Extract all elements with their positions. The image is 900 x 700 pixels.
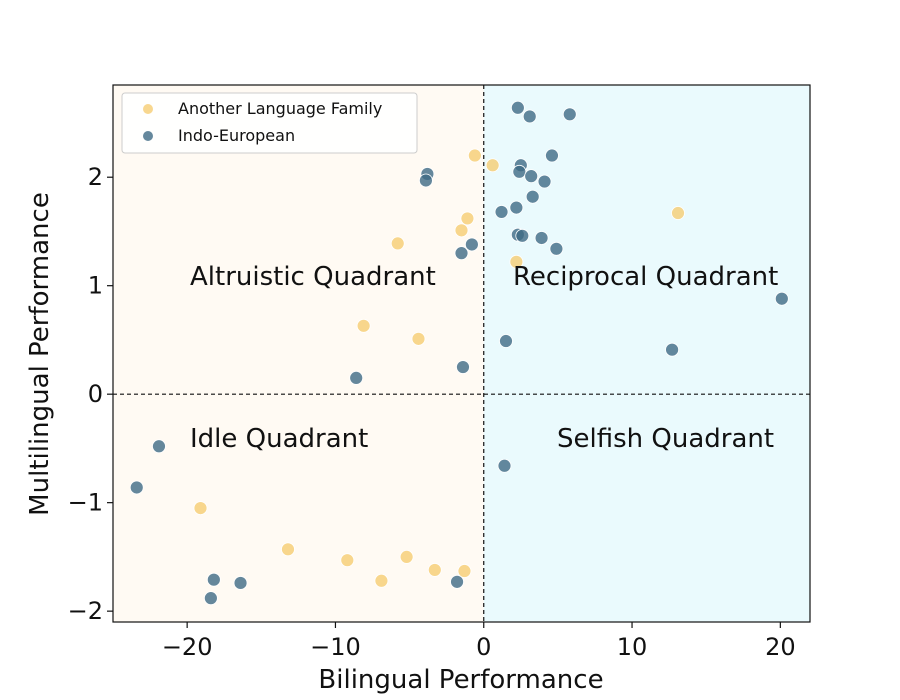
left-half-background bbox=[113, 85, 484, 622]
data-point bbox=[549, 241, 564, 256]
y-tick-label: 1 bbox=[88, 272, 103, 300]
data-point bbox=[399, 550, 414, 564]
data-point bbox=[562, 107, 577, 122]
quadrant-label-idle: Idle Quadrant bbox=[190, 424, 368, 454]
data-point bbox=[522, 109, 537, 124]
y-axis-label: Multilingual Performance bbox=[25, 192, 55, 516]
legend-marker-another-family bbox=[143, 104, 153, 114]
data-point bbox=[537, 174, 552, 189]
data-point bbox=[203, 591, 218, 606]
legend-label-another-family: Another Language Family bbox=[178, 99, 382, 118]
quadrant-label-reciprocal: Reciprocal Quadrant bbox=[513, 262, 778, 292]
reference-lines bbox=[113, 85, 810, 622]
data-point bbox=[494, 205, 509, 219]
x-tick-label: −10 bbox=[310, 633, 361, 661]
quadrant-labels: Altruistic Quadrant Reciprocal Quadrant … bbox=[190, 262, 778, 454]
data-point bbox=[450, 574, 464, 589]
data-point bbox=[499, 334, 513, 348]
x-tick-label: 20 bbox=[765, 633, 796, 661]
data-point bbox=[515, 228, 530, 243]
data-point bbox=[340, 553, 355, 568]
data-point bbox=[460, 211, 475, 226]
quadrant-label-altruistic: Altruistic Quadrant bbox=[190, 262, 436, 292]
legend-label-indo-european: Indo-European bbox=[178, 126, 295, 145]
data-point bbox=[671, 206, 685, 220]
data-point bbox=[390, 236, 405, 251]
data-point bbox=[497, 458, 512, 473]
data-point bbox=[665, 342, 679, 357]
x-tick-label: −20 bbox=[162, 633, 213, 661]
quadrant-label-selfish: Selfish Quadrant bbox=[557, 424, 774, 454]
x-tick-label: 10 bbox=[617, 633, 648, 661]
y-tick-label: −2 bbox=[68, 597, 103, 625]
data-point bbox=[129, 480, 144, 495]
data-point bbox=[152, 439, 166, 454]
data-point bbox=[411, 331, 426, 346]
data-point bbox=[525, 189, 540, 204]
data-point bbox=[510, 100, 525, 115]
data-point bbox=[427, 563, 442, 577]
data-point bbox=[281, 542, 295, 557]
x-tick-label: 0 bbox=[476, 633, 491, 661]
data-point bbox=[419, 173, 433, 188]
plot-background bbox=[113, 85, 810, 622]
data-point bbox=[356, 318, 371, 333]
data-point bbox=[509, 254, 524, 269]
data-point bbox=[193, 501, 208, 515]
data-point bbox=[454, 246, 469, 261]
plot-frame bbox=[112, 84, 811, 623]
data-point bbox=[467, 148, 482, 163]
series-indo-european bbox=[129, 100, 789, 606]
data-point bbox=[524, 169, 539, 184]
right-half-background bbox=[483, 85, 810, 622]
data-point bbox=[534, 231, 549, 245]
y-tick-label: 2 bbox=[88, 163, 103, 191]
data-point bbox=[509, 200, 524, 215]
data-point bbox=[233, 576, 248, 590]
data-point bbox=[457, 564, 472, 578]
y-axis-ticks: −2 −1 0 1 2 bbox=[68, 163, 113, 625]
legend: Another Language Family Indo-European bbox=[121, 92, 418, 154]
x-axis-ticks: −20 −10 0 10 20 bbox=[162, 622, 796, 661]
data-point bbox=[374, 573, 389, 588]
data-point bbox=[464, 237, 479, 252]
y-tick-label: −1 bbox=[68, 489, 103, 517]
data-point bbox=[456, 360, 470, 374]
data-point bbox=[512, 164, 527, 179]
data-point bbox=[485, 158, 500, 173]
y-tick-label: 0 bbox=[88, 380, 103, 408]
data-point bbox=[774, 291, 789, 306]
data-points bbox=[129, 100, 789, 606]
series-another-family bbox=[193, 148, 685, 588]
legend-box bbox=[121, 92, 418, 154]
x-axis-label: Bilingual Performance bbox=[318, 665, 603, 695]
data-point bbox=[545, 148, 559, 163]
data-point bbox=[206, 572, 221, 587]
data-point bbox=[454, 223, 469, 238]
data-point bbox=[349, 371, 364, 385]
legend-marker-indo-european bbox=[143, 131, 153, 141]
